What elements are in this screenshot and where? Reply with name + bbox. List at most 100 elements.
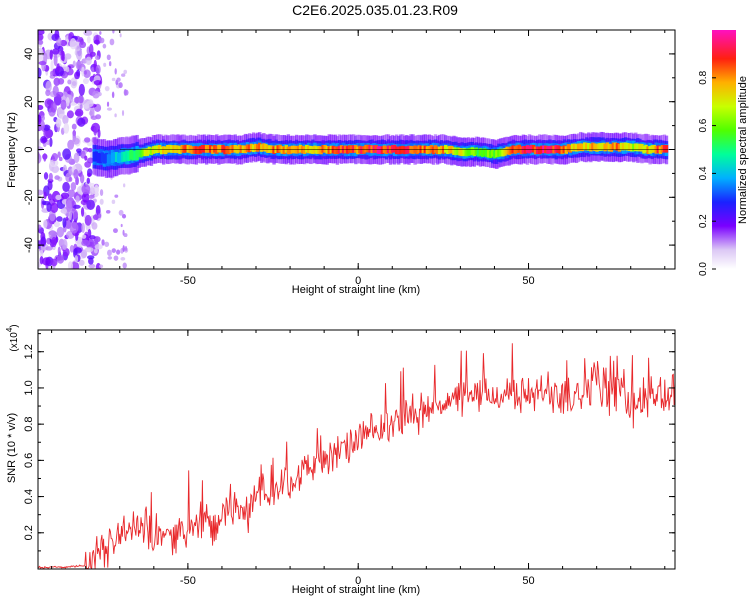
noise-blob xyxy=(43,172,49,180)
noise-blob xyxy=(99,198,104,205)
ridge-cell xyxy=(531,144,536,153)
colorbar-tick-label: 0.8 xyxy=(698,70,709,84)
ridge-cell xyxy=(264,144,268,152)
noise-blob xyxy=(112,30,115,34)
noise-blob xyxy=(123,233,128,238)
ridge-cell xyxy=(305,144,309,153)
noise-blob xyxy=(67,79,72,85)
noise-blob xyxy=(57,151,61,159)
noise-blob xyxy=(109,38,115,46)
ridge-cell xyxy=(570,143,575,152)
ridge-cell xyxy=(239,145,244,153)
noise-blob xyxy=(73,97,81,104)
ridge-cell xyxy=(493,150,497,159)
ridge-cell xyxy=(172,145,176,153)
ridge-cell xyxy=(523,146,528,154)
ridge-cell xyxy=(462,148,466,156)
ridge-cell xyxy=(405,146,409,154)
ridge-cell xyxy=(634,143,638,152)
noise-blob xyxy=(121,73,126,77)
snr-xlabel: Height of straight line (km) xyxy=(292,584,420,596)
ridge-cell xyxy=(364,144,368,153)
noise-blob xyxy=(86,177,91,184)
noise-blob xyxy=(94,184,99,194)
ridge-cell xyxy=(180,144,184,153)
noise-blob xyxy=(56,226,65,238)
ridge-cell xyxy=(219,144,223,153)
ridge-cell xyxy=(484,149,489,157)
colorbar-ticks: 0.0 0.2 0.4 0.6 0.8 xyxy=(698,70,716,276)
noise-blob xyxy=(105,209,111,214)
noise-blob xyxy=(106,101,110,107)
ridge-cell xyxy=(366,144,370,153)
y-tick-label: 1.2 xyxy=(23,344,35,359)
noise-blob xyxy=(111,248,116,253)
snr-multiplier: (x104) xyxy=(5,324,20,351)
noise-blob xyxy=(122,245,125,253)
ridge-cell xyxy=(495,149,499,158)
ridge-cell xyxy=(546,146,550,154)
ridge-cell xyxy=(390,145,395,153)
ridge-cell xyxy=(621,142,626,151)
noise-blob xyxy=(49,137,53,148)
noise-blob xyxy=(81,66,85,77)
noise-blob xyxy=(86,35,91,44)
noise-blob xyxy=(43,127,51,140)
ridge-cell xyxy=(536,146,540,155)
ridge-cell xyxy=(135,150,139,160)
noise-blob xyxy=(92,90,100,99)
noise-blob xyxy=(93,39,100,45)
ridge-cell xyxy=(262,143,266,151)
noise-blob xyxy=(88,235,96,240)
noise-blob xyxy=(47,193,53,201)
noise-blob xyxy=(69,222,79,234)
noise-blob xyxy=(98,264,104,269)
noise-blob xyxy=(120,223,123,228)
noise-blob xyxy=(95,204,101,216)
noise-blob xyxy=(91,222,98,230)
ridge-cell xyxy=(206,145,211,153)
noise-blob xyxy=(119,33,122,38)
snr-axes: -50 0 50 0.2 0.4 0.6 0.8 1.0 1.2 xyxy=(23,330,675,587)
noise-blob xyxy=(43,191,47,200)
ridge-cell xyxy=(284,145,289,153)
ridge-cell xyxy=(352,145,356,153)
noise-blob xyxy=(45,246,53,251)
noise-blob xyxy=(81,184,91,195)
ridge-cell xyxy=(166,145,170,153)
ridge-cell xyxy=(245,144,250,153)
ridge-cell xyxy=(186,145,190,153)
ridge-cell xyxy=(229,145,233,153)
noise-blob xyxy=(97,91,102,97)
noise-blob xyxy=(56,254,65,264)
y-tick-label: 0.2 xyxy=(23,525,35,540)
noise-blob xyxy=(40,115,45,122)
ridge-cell xyxy=(237,144,242,153)
noise-blob xyxy=(38,146,44,152)
noise-blob xyxy=(54,30,60,40)
ridge-cell xyxy=(258,142,262,151)
noise-blob xyxy=(47,180,53,191)
noise-blob xyxy=(80,150,86,159)
ridge-cell xyxy=(609,144,613,152)
noise-blob xyxy=(95,64,101,75)
noise-blob xyxy=(106,107,112,111)
ridge-cell xyxy=(155,145,160,153)
noise-blob xyxy=(123,69,128,75)
ridge-cell xyxy=(280,146,284,154)
noise-blob xyxy=(92,214,99,221)
x-tick-label: -50 xyxy=(180,275,196,287)
ridge-cell xyxy=(227,146,231,155)
noise-blob xyxy=(94,236,99,245)
noise-blob xyxy=(46,139,50,146)
noise-blob xyxy=(53,54,58,67)
noise-blob xyxy=(83,30,93,36)
noise-blob xyxy=(71,123,77,130)
ridge-cell xyxy=(104,153,109,164)
noise-blob xyxy=(121,214,127,219)
noise-blob xyxy=(65,66,70,73)
noise-blob xyxy=(84,137,91,143)
ridge-cell xyxy=(360,146,364,155)
noise-blob xyxy=(49,49,53,60)
ridge-cell xyxy=(253,143,258,152)
